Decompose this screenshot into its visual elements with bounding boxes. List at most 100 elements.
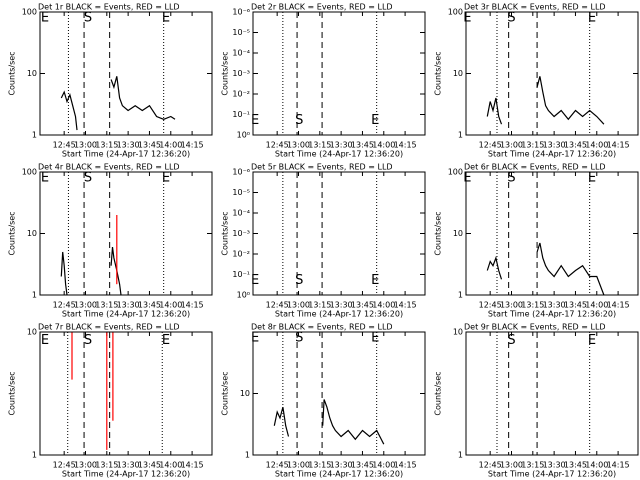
series-line: [60, 76, 176, 131]
plot-frame: [39, 331, 213, 456]
x-tick-label: 12:45: [266, 141, 289, 150]
y-axis-label: Counts/sec: [8, 211, 17, 255]
x-tick-label: 13:00: [74, 461, 97, 470]
y-tick-label: 100: [448, 8, 463, 17]
y-axis-label: Counts/sec: [221, 211, 230, 255]
x-tick-label: 12:45: [479, 141, 502, 150]
y-tick-label: 10: [27, 69, 37, 78]
x-tick-label: 13:45: [138, 141, 161, 150]
annotation: S: [295, 113, 303, 128]
x-tick-label: 13:30: [330, 141, 353, 150]
panel-title: Det 3r BLACK = Events, RED = LLD: [464, 3, 606, 12]
x-tick-label: 13:15: [308, 461, 331, 470]
y-axis-label: Counts/sec: [434, 371, 443, 415]
x-tick-label: 14:15: [607, 141, 630, 150]
x-axis-label: Start Time (24-Apr-17 12:36:20): [275, 470, 403, 479]
y-axis-label: Counts/sec: [8, 371, 17, 415]
annotation: S: [507, 10, 515, 25]
x-tick-label: 12:45: [479, 461, 502, 470]
x-tick-label: 13:15: [95, 141, 118, 150]
annotation: S: [84, 333, 92, 348]
panel-title: Det 1r BLACK = Events, RED = LLD: [38, 3, 180, 12]
x-tick-label: 14:00: [585, 301, 608, 310]
x-tick-label: 13:00: [500, 141, 523, 150]
x-tick-label: 13:00: [287, 301, 310, 310]
x-tick-label: 13:45: [138, 461, 161, 470]
annotation: E: [41, 10, 49, 25]
x-tick-label: 14:15: [181, 301, 204, 310]
x-tick-label: 12:45: [53, 141, 76, 150]
plot-frame: [465, 331, 639, 456]
annotation: E: [371, 113, 379, 128]
x-tick-label: 13:00: [500, 301, 523, 310]
x-tick-label: 13:30: [543, 461, 566, 470]
y-tick-label: 100: [448, 168, 463, 177]
x-tick-label: 13:30: [117, 461, 140, 470]
y-axis-label: Counts/sec: [221, 51, 230, 95]
x-axis-label: Start Time (24-Apr-17 12:36:20): [275, 150, 403, 159]
y-tick-label: 1: [245, 451, 250, 460]
y-tick-label: 10⁻³: [232, 229, 250, 238]
annotation: S: [507, 333, 515, 348]
annotation: E: [162, 170, 170, 185]
x-tick-label: 13:30: [117, 301, 140, 310]
series-line: [486, 242, 605, 296]
y-tick-label: 1: [458, 291, 463, 300]
x-tick-label: 14:15: [181, 461, 204, 470]
y-tick-label: 1: [32, 131, 37, 140]
x-tick-label: 13:00: [287, 461, 310, 470]
y-tick-label: 10: [27, 229, 37, 238]
x-tick-label: 12:45: [266, 461, 289, 470]
x-tick-label: 13:45: [564, 141, 587, 150]
x-tick-label: 14:15: [394, 301, 417, 310]
x-axis-label: Start Time (24-Apr-17 12:36:20): [488, 470, 616, 479]
y-tick-label: 10⁻⁵: [232, 28, 250, 37]
annotation: S: [84, 170, 92, 185]
y-tick-label: 10⁻⁴: [232, 209, 250, 218]
y-tick-label: 100: [22, 168, 37, 177]
x-tick-label: 13:00: [74, 301, 97, 310]
y-axis-label: Counts/sec: [434, 211, 443, 255]
y-axis-label: Counts/sec: [8, 51, 17, 95]
series-line: [60, 247, 122, 296]
annotation: S: [84, 10, 92, 25]
x-tick-label: 13:30: [330, 301, 353, 310]
panel-title: Det 5r BLACK = Events, RED = LLD: [251, 163, 393, 172]
y-tick-label: 1: [32, 451, 37, 460]
x-tick-label: 14:00: [585, 141, 608, 150]
x-axis-label: Start Time (24-Apr-17 12:36:20): [62, 150, 190, 159]
x-tick-label: 14:00: [159, 141, 182, 150]
y-tick-label: 10⁻⁴: [232, 49, 250, 58]
x-tick-label: 13:45: [351, 141, 374, 150]
x-tick-label: 14:15: [394, 141, 417, 150]
y-tick-label: 10⁰: [237, 131, 250, 140]
x-tick-label: 13:15: [521, 301, 544, 310]
y-tick-label: 10⁻⁶: [232, 8, 250, 17]
panel-title: Det 6r BLACK = Events, RED = LLD: [464, 163, 606, 172]
x-tick-label: 13:15: [308, 141, 331, 150]
y-tick-label: 10⁻²: [232, 90, 250, 99]
x-tick-label: 13:15: [95, 301, 118, 310]
x-tick-label: 14:15: [607, 301, 630, 310]
annotation: E: [463, 170, 471, 185]
annotation: E: [162, 10, 170, 25]
x-tick-label: 14:15: [394, 461, 417, 470]
panel-title: Det 2r BLACK = Events, RED = LLD: [251, 3, 393, 12]
x-tick-label: 13:00: [74, 141, 97, 150]
x-tick-label: 13:45: [564, 461, 587, 470]
x-axis-label: Start Time (24-Apr-17 12:36:20): [62, 470, 190, 479]
annotation: E: [588, 170, 596, 185]
annotation: E: [371, 330, 379, 345]
x-tick-label: 12:45: [479, 301, 502, 310]
y-tick-label: 10: [453, 229, 463, 238]
x-tick-label: 13:30: [543, 141, 566, 150]
annotation: E: [162, 333, 170, 348]
x-tick-label: 13:15: [95, 461, 118, 470]
y-tick-label: 1: [458, 451, 463, 460]
y-tick-label: 10⁻⁵: [232, 188, 250, 197]
y-tick-label: 10⁻¹: [232, 110, 250, 119]
annotation: E: [41, 170, 49, 185]
x-tick-label: 13:15: [521, 141, 544, 150]
x-axis-label: Start Time (24-Apr-17 12:36:20): [62, 310, 190, 319]
